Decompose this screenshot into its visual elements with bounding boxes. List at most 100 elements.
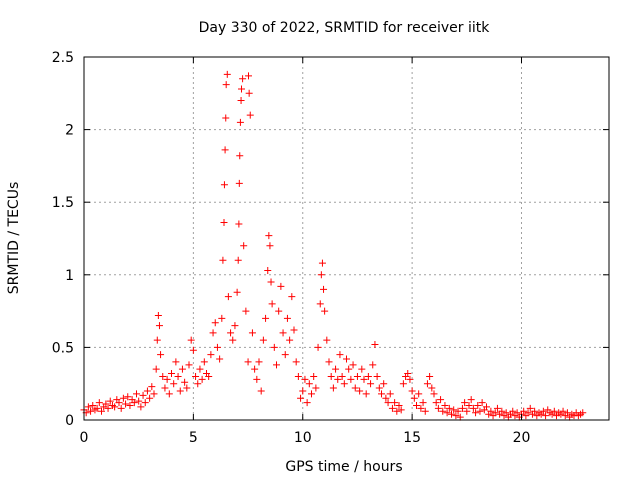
data-point	[474, 401, 482, 409]
data-point	[187, 336, 195, 344]
data-point	[139, 391, 147, 399]
data-point	[384, 399, 392, 407]
data-point	[336, 351, 344, 359]
data-point	[463, 407, 471, 415]
data-point	[150, 390, 158, 398]
data-point	[235, 220, 243, 228]
data-point	[288, 293, 296, 301]
data-point	[373, 372, 381, 380]
data-point	[270, 343, 278, 351]
data-point	[380, 380, 388, 388]
data-point	[443, 409, 451, 417]
data-point	[415, 390, 423, 398]
data-point	[135, 397, 143, 405]
data-point	[181, 378, 189, 386]
data-point	[176, 387, 184, 395]
data-point	[351, 384, 359, 392]
data-point	[408, 387, 416, 395]
data-point	[356, 387, 364, 395]
data-point	[251, 365, 259, 373]
data-point	[360, 375, 368, 383]
data-point	[222, 81, 230, 89]
data-point	[257, 387, 265, 395]
data-point	[461, 399, 469, 407]
data-point	[174, 372, 182, 380]
data-point	[111, 403, 119, 411]
data-point	[539, 407, 547, 415]
data-point	[524, 409, 532, 417]
data-point	[343, 355, 350, 363]
data-point	[467, 396, 475, 404]
data-point	[216, 355, 224, 363]
data-point	[262, 314, 270, 322]
data-point	[349, 361, 357, 369]
data-point	[310, 372, 318, 380]
data-point	[502, 409, 510, 417]
data-point	[185, 361, 193, 369]
data-point	[248, 329, 256, 337]
data-point	[559, 407, 567, 415]
data-point	[218, 314, 226, 322]
data-point	[265, 232, 273, 240]
data-point	[483, 403, 490, 411]
data-point	[239, 75, 247, 83]
data-point	[146, 394, 154, 402]
data-point	[388, 404, 396, 412]
data-point	[245, 89, 253, 97]
data-point	[410, 394, 418, 402]
data-point	[491, 409, 499, 417]
data-point	[456, 413, 464, 421]
data-point	[168, 370, 175, 378]
x-axis-label: GPS time / hours	[285, 459, 402, 475]
data-point	[458, 404, 466, 412]
data-point	[404, 370, 412, 378]
data-point	[493, 404, 501, 412]
data-point	[450, 406, 458, 414]
data-point	[382, 394, 390, 402]
data-point	[423, 380, 431, 388]
data-point	[200, 358, 208, 366]
data-point	[428, 384, 436, 392]
data-point	[238, 85, 245, 93]
data-point	[153, 336, 161, 344]
y-axis-label: SRMTID / TECUs	[6, 182, 22, 295]
data-point	[417, 404, 425, 412]
data-point	[378, 390, 385, 398]
y-tick-label: 1.5	[52, 195, 74, 211]
data-point	[314, 343, 322, 351]
data-point	[358, 365, 366, 373]
data-point	[325, 358, 333, 366]
data-point	[163, 375, 171, 383]
data-point	[332, 365, 340, 373]
data-point	[406, 375, 414, 383]
data-point	[211, 319, 219, 327]
data-point	[303, 399, 311, 407]
data-point	[320, 285, 328, 293]
data-point	[312, 384, 320, 392]
data-point	[305, 380, 313, 388]
data-point	[102, 400, 110, 408]
data-point	[275, 307, 283, 315]
data-point	[178, 365, 186, 373]
data-point	[234, 256, 242, 264]
data-point	[222, 114, 230, 122]
data-point	[266, 242, 274, 250]
data-point	[172, 358, 180, 366]
data-point	[246, 111, 254, 119]
data-point	[227, 329, 235, 337]
data-point	[213, 343, 221, 351]
data-point	[117, 404, 125, 412]
data-point	[542, 412, 550, 420]
data-point	[437, 396, 445, 404]
grid	[84, 57, 609, 420]
x-tick-label: 10	[294, 430, 312, 446]
data-point	[154, 311, 162, 319]
y-tick-label: 2.5	[52, 50, 74, 66]
plot-frame	[83, 56, 610, 421]
data-point	[277, 282, 285, 290]
data-point	[498, 407, 506, 415]
y-axis: 0 0.5 1 1.5 2 2.5	[52, 50, 609, 429]
data-point	[317, 271, 325, 279]
data-point	[413, 401, 420, 409]
x-axis: 0 5 10 15 20	[80, 57, 530, 446]
